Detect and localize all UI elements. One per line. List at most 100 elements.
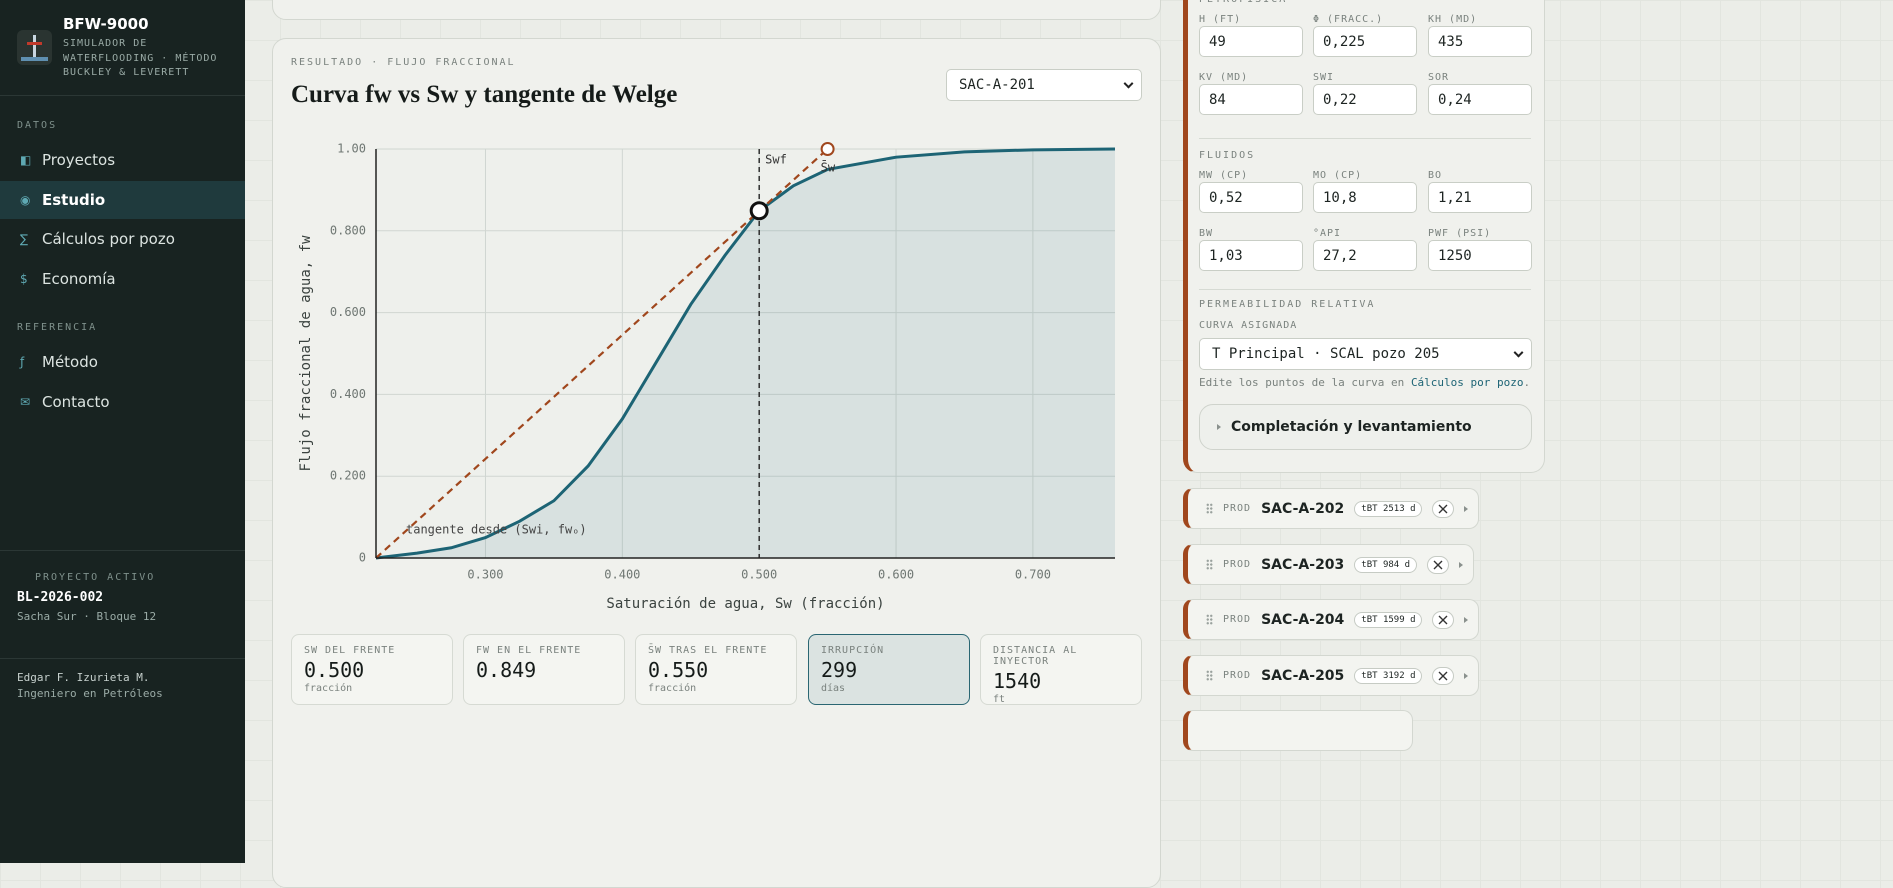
- remove-button[interactable]: [1432, 610, 1455, 629]
- section-title: PETROFÍSICA: [1199, 0, 1287, 5]
- field-label: °API: [1313, 228, 1342, 239]
- field-label: MO (CP): [1313, 170, 1363, 181]
- well-name: SAC-A-203: [1261, 556, 1345, 573]
- y-tick-label: 0.600: [330, 305, 366, 319]
- field-input[interactable]: 1250: [1428, 240, 1532, 271]
- well-name: SAC-A-205: [1261, 667, 1345, 684]
- drag-handle[interactable]: [1206, 670, 1213, 681]
- relperm-title: PERMEABILIDAD RELATIVA: [1199, 299, 1376, 310]
- expand-icon[interactable]: [1464, 616, 1469, 623]
- curve-select[interactable]: T Principal · SCAL pozo 205: [1199, 338, 1532, 370]
- field-input[interactable]: 0,225: [1313, 26, 1417, 57]
- well-row-partial: [1183, 710, 1413, 751]
- well-type: PROD: [1223, 670, 1252, 681]
- nav-label: Proyectos: [42, 151, 116, 169]
- remove-icon-path: [1433, 560, 1443, 569]
- field-label: BW: [1199, 228, 1214, 239]
- field-input[interactable]: 10,8: [1313, 182, 1417, 213]
- well-row: PROD SAC-A-204 tBT 1599 d: [1183, 599, 1480, 640]
- well-select-value: SAC-A-201: [959, 77, 1035, 93]
- metric-label: IRRUPCIÓN: [821, 645, 885, 656]
- field-input[interactable]: 0,52: [1199, 182, 1303, 213]
- collapsible[interactable]: Completación y levantamiento: [1199, 404, 1532, 450]
- nav-icon: $: [20, 271, 28, 286]
- nav-item[interactable]: ◧ Proyectos: [0, 141, 245, 179]
- nav-label: Contacto: [42, 392, 110, 411]
- nav-section-title: DATOS: [17, 120, 58, 131]
- well-type: PROD: [1223, 614, 1252, 625]
- nav-label: Método: [42, 353, 98, 371]
- metric-unit: días: [821, 683, 846, 694]
- nav-item[interactable]: ∑ Cálculos por pozo: [0, 220, 245, 258]
- field-label: KH (MD): [1428, 14, 1478, 25]
- drag-handle[interactable]: [1206, 503, 1213, 514]
- nav-item[interactable]: ✉ Contacto: [0, 383, 245, 421]
- x-tick-label: 0.600: [878, 568, 914, 582]
- metric-value: 0.500: [304, 658, 365, 682]
- x-tick-label: 0.300: [467, 568, 503, 582]
- expand-icon[interactable]: [1459, 561, 1464, 568]
- nav-icon: ∑: [20, 232, 29, 246]
- nav-icon: ƒ: [20, 355, 25, 369]
- curve-select-value: T Principal · SCAL pozo 205: [1212, 346, 1440, 362]
- well-name: SAC-A-202: [1261, 500, 1345, 517]
- metric-value: 1540: [993, 669, 1042, 693]
- nav-label: Estudio: [42, 190, 106, 209]
- field-label: Φ (FRACC.): [1313, 14, 1384, 25]
- divider: [1199, 289, 1531, 290]
- author-name: Edgar F. Izurieta M.: [17, 671, 150, 684]
- drag-handle[interactable]: [1206, 559, 1213, 570]
- remove-button[interactable]: [1432, 499, 1455, 518]
- remove-button[interactable]: [1427, 555, 1450, 574]
- x-tick-label: 0.400: [604, 568, 640, 582]
- logo: [17, 30, 52, 65]
- metric-unit: fracción: [648, 683, 697, 694]
- expand-icon[interactable]: [1464, 505, 1469, 512]
- average-label: S̄w: [821, 160, 836, 174]
- y-tick-label: 1.00: [337, 142, 366, 156]
- section-title: FLUIDOS: [1199, 150, 1256, 161]
- result-title: Curva fw vs Sw y tangente de Welge: [291, 81, 678, 108]
- metric-value: 0.550: [648, 658, 709, 682]
- field-input[interactable]: 27,2: [1313, 240, 1417, 271]
- caret: [1123, 78, 1134, 89]
- expand-icon[interactable]: [1464, 672, 1469, 679]
- well-select[interactable]: SAC-A-201: [946, 69, 1142, 101]
- tbt-badge: tBT 3192 d: [1354, 667, 1423, 684]
- field-input[interactable]: 1,03: [1199, 240, 1303, 271]
- separator: [0, 658, 245, 659]
- field-input[interactable]: 0,22: [1313, 84, 1417, 115]
- x-tick-label: 0.500: [741, 568, 777, 582]
- field-input[interactable]: 49: [1199, 26, 1303, 57]
- nav-icon: ◧: [20, 153, 32, 167]
- field-input[interactable]: 0,24: [1428, 84, 1532, 115]
- y-tick-label: 0.800: [330, 223, 366, 237]
- separator: [0, 550, 245, 551]
- x-axis-title: Saturación de agua, Sw (fracción): [606, 596, 884, 612]
- field-input[interactable]: 84: [1199, 84, 1303, 115]
- chart: 0 0.200 0.400 0.600 0.800 1.00 0.300 0.400 0.500…: [298, 142, 1116, 612]
- nav-label: Cálculos por pozo: [42, 230, 175, 248]
- field-label: SOR: [1428, 72, 1450, 83]
- y-tick-label: 0.200: [330, 469, 366, 483]
- metric-label: S̄W TRAS EL FRENTE: [648, 645, 768, 656]
- nav-icon: ◉: [20, 192, 31, 207]
- hint-link[interactable]: Cálculos por pozo: [1410, 376, 1524, 389]
- nav-item[interactable]: ƒ Método: [0, 343, 245, 381]
- remove-button[interactable]: [1432, 666, 1455, 685]
- field-input[interactable]: 435: [1428, 26, 1532, 57]
- nav-item[interactable]: ◉ Estudio: [0, 180, 245, 219]
- remove-icon-path: [1438, 615, 1448, 624]
- y-axis-title: Flujo fraccional de agua, fw: [298, 235, 314, 472]
- tbt-badge: tBT 984 d: [1354, 556, 1418, 573]
- y-tick-label: 0.400: [330, 387, 366, 401]
- field-input[interactable]: 1,21: [1428, 182, 1532, 213]
- metric-card: FW EN EL FRENTE 0.849: [463, 634, 625, 705]
- metric-card: IRRUPCIÓN 299 días: [808, 634, 970, 705]
- drag-handle[interactable]: [1206, 614, 1213, 625]
- nav-item[interactable]: $ Economía: [0, 260, 245, 298]
- area: [376, 149, 1115, 558]
- field-label: BO: [1428, 170, 1443, 181]
- collapse-icon: [1217, 424, 1221, 430]
